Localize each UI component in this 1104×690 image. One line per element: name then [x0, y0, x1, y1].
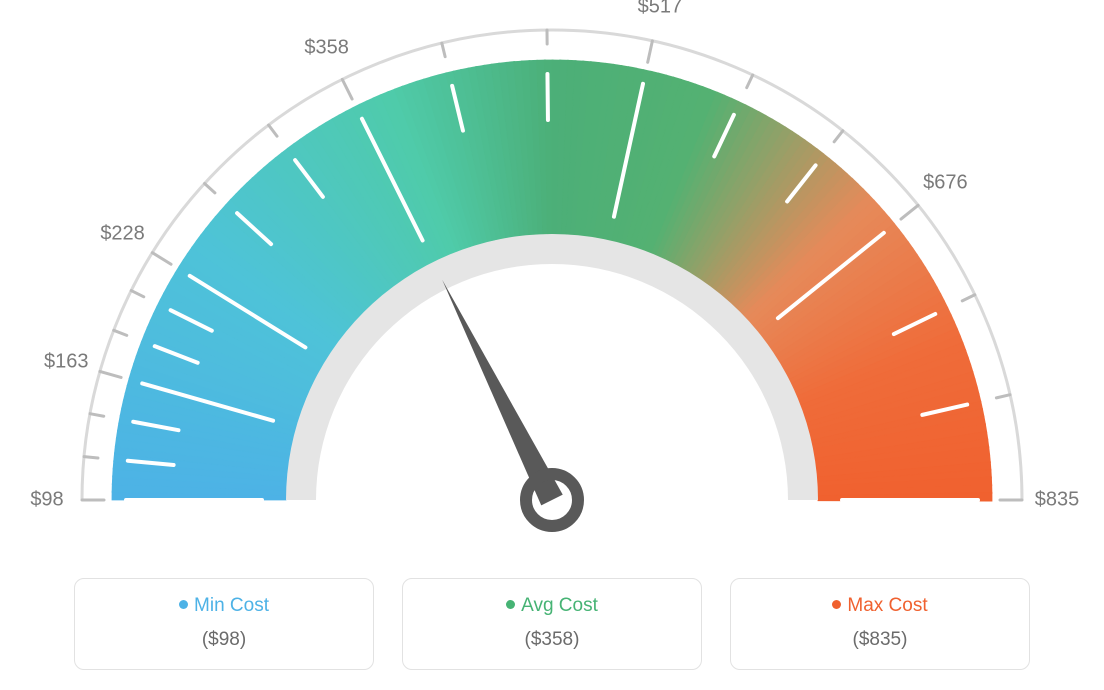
legend-card-avg: Avg Cost ($358) — [402, 578, 702, 670]
gauge-tick-label: $835 — [1035, 489, 1080, 512]
legend-title: Max Cost — [731, 595, 1029, 617]
legend-title: Avg Cost — [403, 595, 701, 617]
gauge-svg — [0, 0, 1104, 560]
legend-value: ($835) — [731, 629, 1029, 651]
legend-label: Avg Cost — [521, 595, 598, 616]
gauge-tick-label: $676 — [923, 172, 968, 195]
gauge-area: $98 $163 $228 $358 $517 $676 $835 — [0, 0, 1104, 560]
legend-card-min: Min Cost ($98) — [74, 578, 374, 670]
legend-title: Min Cost — [75, 595, 373, 617]
legend-label: Max Cost — [847, 595, 927, 616]
legend-value: ($358) — [403, 629, 701, 651]
legend-value: ($98) — [75, 629, 373, 651]
gauge-tick-label: $98 — [30, 489, 63, 512]
gauge-tick-label: $163 — [44, 350, 89, 373]
legend-label: Min Cost — [194, 595, 269, 616]
legend-dot-icon — [179, 600, 188, 609]
cost-gauge-chart: $98 $163 $228 $358 $517 $676 $835 Min Cost ($98… — [0, 0, 1104, 690]
gauge-tick-label: $228 — [100, 223, 145, 246]
legend-card-max: Max Cost ($835) — [730, 578, 1030, 670]
gauge-tick-label: $358 — [304, 37, 349, 60]
legend-dot-icon — [832, 600, 841, 609]
legend-row: Min Cost ($98) Avg Cost ($358) Max Cost ($835… — [0, 578, 1104, 670]
legend-dot-icon — [506, 600, 515, 609]
gauge-tick-label: $517 — [638, 0, 683, 18]
